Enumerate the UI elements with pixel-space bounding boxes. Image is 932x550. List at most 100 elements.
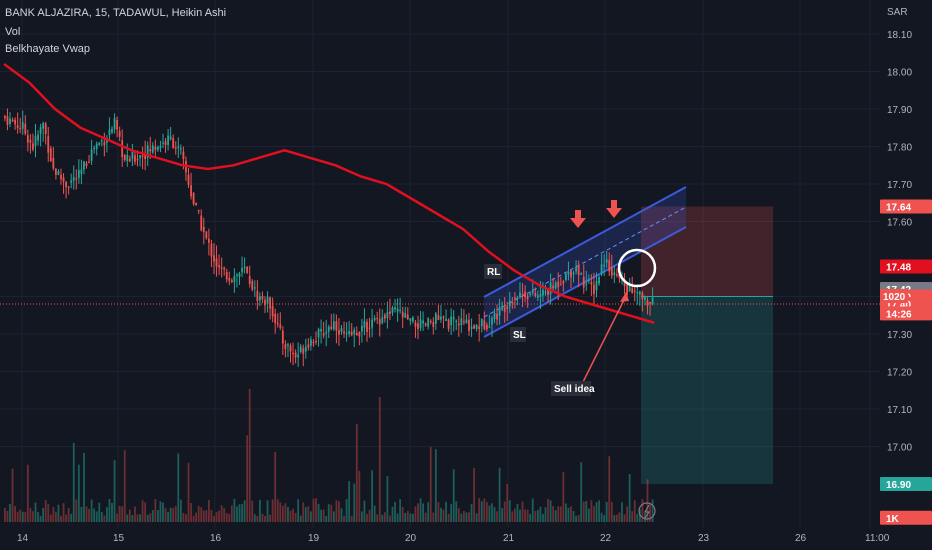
time-tick-label: 14 (17, 533, 29, 544)
volume-bar (65, 514, 67, 522)
volume-bar (167, 511, 169, 522)
volume-bar (100, 511, 103, 522)
volume-bar (67, 508, 70, 522)
candle-body (585, 283, 588, 285)
volume-bar (452, 469, 455, 522)
candle-body (42, 122, 45, 129)
volume-bar (575, 515, 577, 522)
candle-body (195, 202, 198, 206)
candle-body (442, 316, 445, 318)
price-tick-label: 18.00 (887, 68, 912, 79)
candle-body (598, 277, 600, 284)
candle-body (70, 180, 73, 183)
time-tick-label: 11:00 (865, 533, 890, 544)
volume-bar (514, 508, 516, 522)
time-tick-label: 23 (698, 533, 710, 544)
candle-body (139, 155, 141, 159)
candle-body (603, 264, 606, 267)
volume-bar (485, 501, 488, 522)
candle-body (503, 307, 506, 312)
candle-body (531, 289, 534, 293)
volume-bar (134, 506, 136, 522)
candle-body (429, 320, 432, 323)
volume-bar (49, 514, 52, 522)
candle-body (172, 138, 175, 149)
volume-bar (174, 506, 177, 522)
candle-body (378, 319, 381, 325)
candle-body (187, 174, 190, 185)
indicator-vwap-label[interactable]: Belkhayate Vwap (5, 43, 90, 55)
volume-bar (544, 507, 547, 522)
volume-bar (552, 506, 555, 522)
candle-body (292, 352, 294, 355)
candle-body (475, 324, 478, 329)
volume-bar (322, 509, 325, 522)
candle-body (557, 281, 560, 288)
volume-bar (470, 504, 473, 522)
candle-body (613, 272, 616, 276)
volume-bar (121, 506, 124, 522)
volume-bar (80, 506, 83, 522)
candle-body (197, 210, 200, 212)
candle-body (75, 178, 78, 180)
volume-bar (616, 514, 618, 522)
volume-bar (343, 515, 345, 522)
candle-body (179, 148, 182, 150)
candle-body (47, 136, 50, 153)
price-tag-label: 14:26 (886, 309, 912, 320)
volume-bar (264, 515, 266, 522)
volume-bar (205, 510, 208, 522)
volume-bar (414, 506, 417, 522)
volume-bar (276, 499, 279, 522)
candle-body (567, 271, 570, 275)
volume-bar (126, 514, 129, 522)
volume-bar (195, 512, 198, 522)
time-tick-label: 22 (600, 533, 612, 544)
price-tag-label: 17.40 (886, 300, 911, 311)
candle-body (29, 139, 32, 143)
candle-body (348, 331, 351, 334)
volume-bar (542, 513, 544, 522)
candle-body (508, 300, 511, 307)
volume-bar (259, 499, 261, 522)
volume-bar (531, 498, 534, 522)
candle-body (391, 307, 394, 313)
candle-body (310, 339, 312, 346)
indicator-vol-label[interactable]: Vol (5, 26, 21, 38)
volume-bar (440, 507, 442, 522)
candle-body (437, 315, 440, 321)
volume-bar (228, 514, 231, 522)
volume-bar (113, 460, 116, 522)
candle-body (593, 284, 595, 294)
volume-bar (16, 511, 19, 522)
candle-body (524, 291, 526, 298)
price-tag-label: 17.64 (886, 203, 911, 214)
volume-bar (404, 512, 407, 522)
candle-body (215, 258, 218, 267)
candle-body (424, 323, 427, 326)
volume-bar (14, 506, 16, 522)
volume-bar (386, 476, 389, 522)
candle-body (259, 296, 261, 301)
chart-title[interactable]: BANK ALJAZIRA, 15, TADAWUL, Heikin Ashi (5, 7, 227, 19)
volume-bar (19, 509, 22, 522)
candle-body (287, 344, 289, 346)
price-tag-label: 1K (886, 514, 900, 525)
volume-bar (266, 500, 269, 522)
candle-body (220, 267, 223, 269)
candle-body (646, 300, 649, 306)
volume-bar (95, 511, 98, 522)
volume-bar (297, 499, 300, 522)
candle-body (16, 125, 19, 128)
volume-bar (55, 511, 57, 522)
volume-bar (577, 514, 580, 522)
volume-bar (177, 453, 180, 522)
volume-bar (450, 504, 453, 522)
candle-body (154, 146, 157, 150)
volume-bar (628, 474, 631, 522)
volume-bar (111, 502, 113, 522)
volume-bar (340, 508, 343, 522)
candle-body (297, 354, 300, 358)
price-tag-box (880, 259, 932, 274)
